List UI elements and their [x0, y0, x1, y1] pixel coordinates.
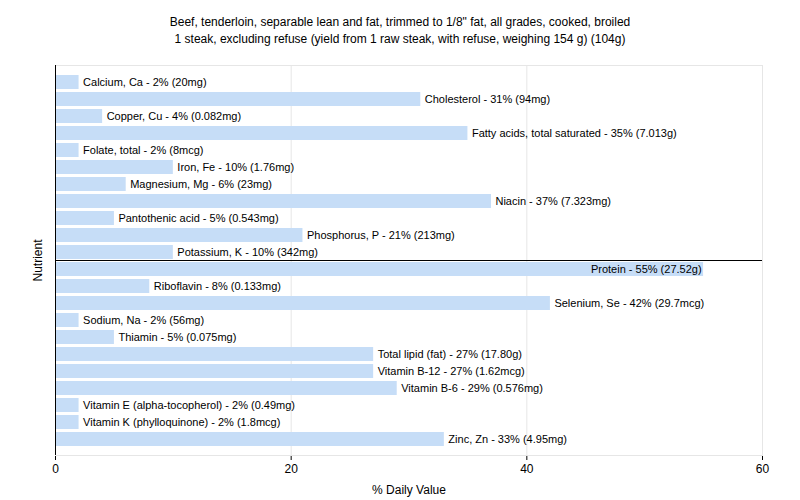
- svg-text:Vitamin B-6 - 29% (0.576mg): Vitamin B-6 - 29% (0.576mg): [401, 382, 543, 394]
- svg-text:Nutrient: Nutrient: [31, 239, 45, 282]
- svg-text:40: 40: [520, 462, 534, 476]
- svg-text:60: 60: [756, 462, 770, 476]
- svg-text:Pantothenic acid - 5% (0.543mg: Pantothenic acid - 5% (0.543mg): [118, 212, 278, 224]
- svg-text:Protein - 55% (27.52g): Protein - 55% (27.52g): [591, 263, 702, 275]
- svg-text:Vitamin B-12 - 27% (1.62mcg): Vitamin B-12 - 27% (1.62mcg): [378, 365, 525, 377]
- svg-text:Niacin - 37% (7.323mg): Niacin - 37% (7.323mg): [495, 195, 611, 207]
- svg-text:Zinc, Zn - 33% (4.95mg): Zinc, Zn - 33% (4.95mg): [448, 433, 567, 445]
- svg-text:Fatty acids, total saturated -: Fatty acids, total saturated - 35% (7.01…: [472, 127, 677, 139]
- svg-text:Total lipid (fat) - 27% (17.80: Total lipid (fat) - 27% (17.80g): [378, 348, 522, 360]
- svg-text:Magnesium, Mg - 6% (23mg): Magnesium, Mg - 6% (23mg): [130, 178, 272, 190]
- svg-text:Phosphorus, P - 21% (213mg): Phosphorus, P - 21% (213mg): [307, 229, 455, 241]
- svg-text:20: 20: [284, 462, 298, 476]
- svg-text:Selenium, Se - 42% (29.7mcg): Selenium, Se - 42% (29.7mcg): [554, 297, 704, 309]
- svg-text:Iron, Fe - 10% (1.76mg): Iron, Fe - 10% (1.76mg): [177, 161, 294, 173]
- svg-text:Thiamin - 5% (0.075mg): Thiamin - 5% (0.075mg): [118, 331, 236, 343]
- svg-text:% Daily Value: % Daily Value: [372, 483, 446, 497]
- svg-text:Potassium, K - 10% (342mg): Potassium, K - 10% (342mg): [177, 246, 318, 258]
- html-text:1 steak, excluding refuse (yie: 1 steak, excluding refuse (yield from 1 …: [174, 32, 626, 46]
- svg-text:Vitamin E (alpha-tocopherol) -: Vitamin E (alpha-tocopherol) - 2% (0.49m…: [83, 399, 295, 411]
- svg-text:0: 0: [52, 462, 59, 476]
- svg-text:Sodium, Na - 2% (56mg): Sodium, Na - 2% (56mg): [83, 314, 204, 326]
- svg-text:Copper, Cu - 4% (0.082mg): Copper, Cu - 4% (0.082mg): [107, 110, 242, 122]
- svg-text:Riboflavin - 8% (0.133mg): Riboflavin - 8% (0.133mg): [154, 280, 281, 292]
- svg-text:Vitamin K (phylloquinone) - 2%: Vitamin K (phylloquinone) - 2% (1.8mcg): [83, 416, 280, 428]
- html-text:Beef, tenderloin, separable le: Beef, tenderloin, separable lean and fat…: [169, 15, 631, 29]
- svg-text:Folate, total - 2% (8mcg): Folate, total - 2% (8mcg): [83, 144, 203, 156]
- svg-text:Cholesterol - 31% (94mg): Cholesterol - 31% (94mg): [425, 93, 550, 105]
- svg-text:Calcium, Ca - 2% (20mg): Calcium, Ca - 2% (20mg): [83, 76, 206, 88]
